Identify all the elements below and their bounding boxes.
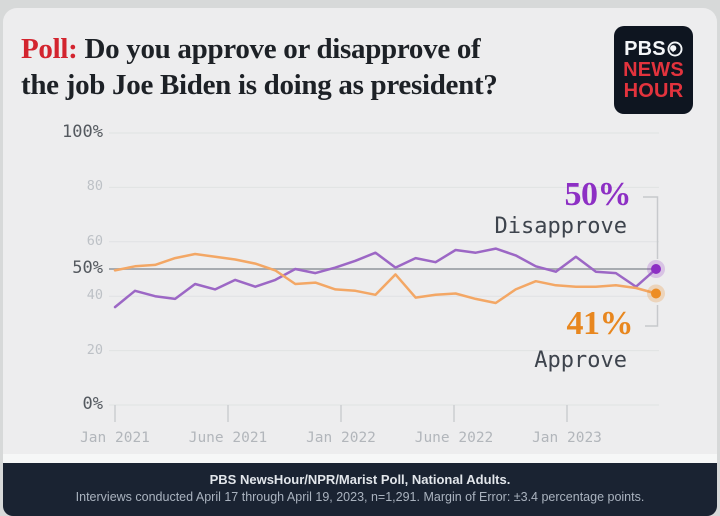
x-axis-label: June 2022 xyxy=(414,430,494,446)
pbs-newshour-logo: PBS NEWS HOUR xyxy=(614,26,693,114)
pbs-face-icon xyxy=(667,41,683,57)
y-axis-label: 40 xyxy=(86,287,103,304)
y-axis-label: 100% xyxy=(62,122,103,142)
bracket-disapprove xyxy=(643,196,659,259)
source-footer: PBS NewsHour/NPR/Marist Poll, National A… xyxy=(3,463,717,516)
approve-line xyxy=(113,252,658,305)
y-axis-label: 80 xyxy=(86,178,103,195)
title-line1: Do you approve or disapprove of xyxy=(84,33,481,65)
title-kicker: Poll: xyxy=(21,33,78,65)
poll-graphic-card: Poll: Do you approve or disapprove of th… xyxy=(3,8,717,516)
y-axis-label: 50% xyxy=(72,258,103,278)
source-line: PBS NewsHour/NPR/Marist Poll, National A… xyxy=(209,472,511,487)
x-axis-label: June 2021 xyxy=(188,430,268,446)
title-line2: the job Joe Biden is doing as president? xyxy=(21,68,498,101)
approve-endpoint-dot xyxy=(651,288,661,299)
x-axis-label: Jan 2023 xyxy=(532,430,602,446)
logo-pbs-row: PBS xyxy=(624,37,683,60)
approve-value-label: 41% xyxy=(566,305,634,342)
chart-canvas xyxy=(109,132,665,422)
disapprove-endpoint-dot xyxy=(651,264,661,274)
page-title: Poll: Do you approve or disapprove of th… xyxy=(21,32,596,104)
y-axis-label: 20 xyxy=(86,341,103,358)
disapprove-line xyxy=(113,247,658,309)
approve-series-label: Approve xyxy=(534,348,627,373)
disapprove-value-label: 50% xyxy=(564,176,632,213)
y-axis-label: 0% xyxy=(82,394,103,414)
disapprove-series-label: Disapprove xyxy=(494,214,627,239)
bracket-approve xyxy=(645,305,659,327)
x-axis-label: Jan 2021 xyxy=(80,430,150,446)
logo-hour-text: HOUR xyxy=(623,79,684,102)
y-axis-label: 60 xyxy=(86,232,103,249)
methodology-line: Interviews conducted April 17 through Ap… xyxy=(75,490,645,504)
logo-pbs-text: PBS xyxy=(624,37,666,60)
axis-labels: 100% 80 60 50% 40 20 0% Jan 2021 June 2021 Jan 20… xyxy=(3,8,717,516)
footer-divider-strip xyxy=(3,454,717,463)
x-axis-label: Jan 2022 xyxy=(306,430,376,446)
logo-news-text: NEWS xyxy=(623,58,684,81)
